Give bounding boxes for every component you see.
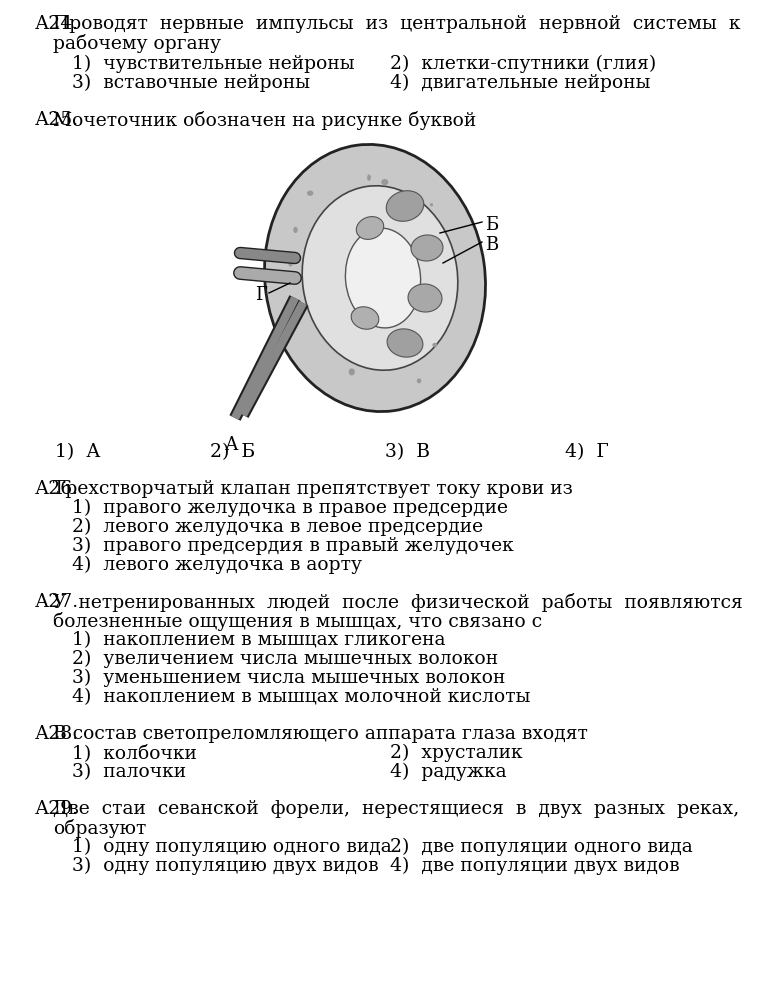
- Text: В состав светопреломляющего аппарата глаза входят: В состав светопреломляющего аппарата гла…: [53, 725, 588, 743]
- Text: Г: Г: [255, 286, 266, 304]
- Ellipse shape: [302, 186, 458, 370]
- Ellipse shape: [381, 179, 389, 185]
- Text: 3)  палочки: 3) палочки: [72, 763, 186, 781]
- Text: А: А: [225, 436, 239, 454]
- Ellipse shape: [349, 368, 355, 375]
- Ellipse shape: [351, 307, 379, 329]
- Text: 4)  две популяции двух видов: 4) две популяции двух видов: [390, 857, 680, 875]
- Text: 4)  радужка: 4) радужка: [390, 763, 507, 781]
- Text: А26.: А26.: [35, 480, 79, 498]
- Text: 2)  хрусталик: 2) хрусталик: [390, 744, 523, 762]
- Text: А24.: А24.: [35, 15, 79, 33]
- Text: 3)  В: 3) В: [385, 443, 430, 461]
- Text: А28.: А28.: [35, 725, 79, 743]
- Text: 4)  накоплением в мышцах молочной кислоты: 4) накоплением в мышцах молочной кислоты: [72, 688, 531, 706]
- Text: 2)  Б: 2) Б: [210, 443, 255, 461]
- Text: 4)  Г: 4) Г: [565, 443, 609, 461]
- Text: Мочеточник обозначен на рисунке буквой: Мочеточник обозначен на рисунке буквой: [53, 111, 476, 130]
- Ellipse shape: [432, 343, 437, 347]
- Text: 2)  клетки-спутники (глия): 2) клетки-спутники (глия): [390, 55, 656, 73]
- Text: 4)  левого желудочка в аорту: 4) левого желудочка в аорту: [72, 556, 362, 574]
- Text: Проводят  нервные  импульсы  из  центральной  нервной  системы  к: Проводят нервные импульсы из центральной…: [53, 15, 740, 33]
- Text: 3)  правого предсердия в правый желудочек: 3) правого предсердия в правый желудочек: [72, 537, 514, 555]
- Text: 2)  две популяции одного вида: 2) две популяции одного вида: [390, 838, 693, 856]
- Text: 2)  левого желудочка в левое предсердие: 2) левого желудочка в левое предсердие: [72, 518, 483, 536]
- Ellipse shape: [346, 228, 421, 328]
- Text: 1)  одну популяцию одного вида: 1) одну популяцию одного вида: [72, 838, 392, 856]
- Ellipse shape: [386, 191, 424, 221]
- Ellipse shape: [356, 217, 384, 239]
- Ellipse shape: [411, 235, 443, 261]
- Ellipse shape: [430, 203, 433, 206]
- Text: Две  стаи  севанской  форели,  нерестящиеся  в  двух  разных  реках,: Две стаи севанской форели, нерестящиеся …: [53, 800, 740, 818]
- Text: рабочему органу: рабочему органу: [53, 34, 221, 53]
- Text: 1)  колбочки: 1) колбочки: [72, 744, 197, 762]
- Ellipse shape: [417, 378, 422, 383]
- Text: 1)  А: 1) А: [55, 443, 101, 461]
- Text: А29.: А29.: [35, 800, 79, 818]
- Ellipse shape: [387, 329, 423, 357]
- Text: А27.: А27.: [35, 593, 79, 611]
- Text: Б: Б: [485, 216, 498, 234]
- Ellipse shape: [367, 174, 371, 181]
- Ellipse shape: [307, 191, 313, 196]
- Text: 1)  накоплением в мышцах гликогена: 1) накоплением в мышцах гликогена: [72, 631, 445, 649]
- Text: 4)  двигательные нейроны: 4) двигательные нейроны: [390, 74, 650, 92]
- Ellipse shape: [293, 227, 298, 233]
- Text: А25.: А25.: [35, 111, 79, 129]
- Text: 3)  уменьшением числа мышечных волокон: 3) уменьшением числа мышечных волокон: [72, 669, 505, 687]
- Text: 3)  одну популяцию двух видов: 3) одну популяцию двух видов: [72, 857, 379, 875]
- Text: 3)  вставочные нейроны: 3) вставочные нейроны: [72, 74, 310, 92]
- Text: Трехстворчатый клапан препятствует току крови из: Трехстворчатый клапан препятствует току …: [53, 480, 573, 498]
- Text: образуют: образуют: [53, 819, 147, 838]
- Text: 1)  чувствительные нейроны: 1) чувствительные нейроны: [72, 55, 355, 73]
- Text: 1)  правого желудочка в правое предсердие: 1) правого желудочка в правое предсердие: [72, 499, 508, 517]
- Text: болезненные ощущения в мышцах, что связано с: болезненные ощущения в мышцах, что связа…: [53, 612, 542, 631]
- Text: У  нетренированных  людей  после  физической  работы  появляются: У нетренированных людей после физической…: [53, 593, 743, 612]
- Ellipse shape: [289, 262, 293, 267]
- Ellipse shape: [408, 284, 442, 312]
- Ellipse shape: [264, 144, 485, 412]
- Text: 2)  увеличением числа мышечных волокон: 2) увеличением числа мышечных волокон: [72, 650, 498, 668]
- Text: В: В: [485, 236, 498, 254]
